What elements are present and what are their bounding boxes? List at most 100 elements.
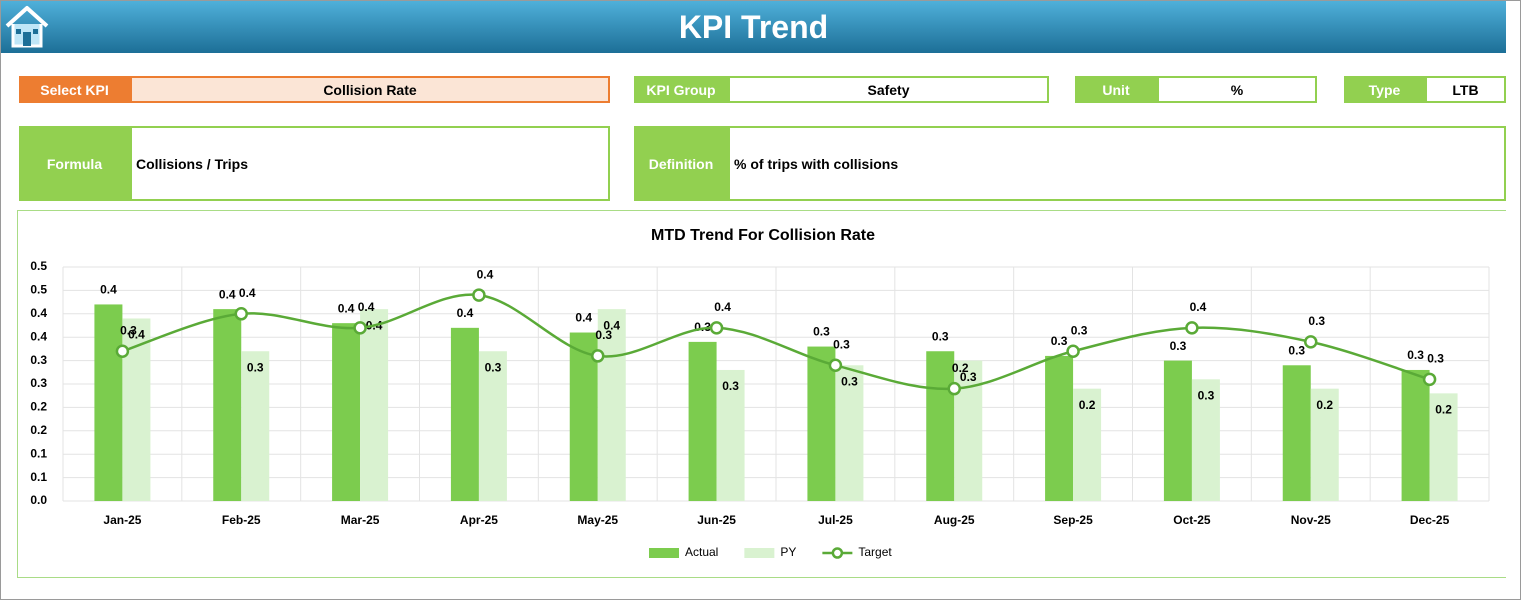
field-label: Select KPI (19, 76, 130, 103)
data-label: 0.3 (1427, 351, 1444, 365)
bar (807, 346, 836, 501)
bar (1163, 360, 1192, 501)
line-marker (1304, 335, 1318, 349)
data-label: 0.3 (960, 370, 977, 384)
line-marker (115, 344, 130, 358)
data-label: 0.4 (100, 283, 117, 297)
data-label: 0.3 (1198, 388, 1215, 402)
field-label: Formula (19, 126, 130, 201)
bar (1045, 355, 1074, 501)
bar (835, 365, 864, 501)
line-marker (353, 321, 367, 335)
data-label: 0.3 (1288, 343, 1305, 357)
field-value: LTB (1425, 76, 1506, 103)
x-tick-label: Aug-25 (934, 513, 975, 527)
page-title: KPI Trend (678, 9, 829, 45)
legend-swatch (744, 548, 775, 558)
line-marker (828, 358, 843, 373)
line-marker (947, 381, 961, 396)
x-tick-label: Jun-25 (697, 513, 736, 527)
home-icon[interactable] (3, 4, 51, 50)
bar (597, 309, 626, 501)
y-tick-label: 0.3 (30, 376, 47, 390)
x-tick-label: Mar-25 (341, 513, 380, 527)
data-label: 0.4 (219, 287, 236, 301)
legend-label: Target (858, 545, 892, 559)
chart-panel (17, 210, 1506, 578)
data-label: 0.2 (952, 361, 969, 375)
field-label: Definition (634, 126, 728, 201)
field-label: KPI Group (634, 76, 728, 103)
bar (1429, 393, 1458, 501)
bar (1191, 379, 1220, 501)
field-value: % (1157, 76, 1317, 103)
line-marker (1066, 344, 1080, 358)
x-tick-label: Feb-25 (222, 513, 261, 527)
field-value: Safety (728, 76, 1049, 103)
legend-swatch (831, 547, 844, 559)
data-label: 0.3 (841, 374, 858, 388)
y-tick-label: 0.4 (30, 329, 47, 343)
bar (716, 369, 745, 501)
data-label: 0.4 (477, 267, 494, 281)
y-tick-label: 0.2 (30, 423, 47, 437)
y-tick-label: 0.0 (30, 493, 47, 507)
data-label: 0.4 (603, 318, 620, 332)
x-tick-label: Sep-25 (1053, 513, 1093, 527)
bar (1401, 369, 1430, 501)
data-label: 0.4 (1190, 300, 1207, 314)
data-label: 0.3 (1071, 323, 1088, 337)
data-label: 0.4 (338, 301, 355, 315)
kpi-selector[interactable]: Collision Rate (130, 76, 610, 103)
bar (360, 309, 389, 501)
y-tick-label: 0.2 (30, 400, 47, 414)
bar (1282, 365, 1311, 501)
x-tick-label: Dec-25 (1410, 513, 1450, 527)
header-bar: KPI Trend (1, 1, 1506, 53)
data-label: 0.4 (714, 300, 731, 314)
data-label: 0.4 (457, 306, 474, 320)
y-tick-label: 0.1 (30, 470, 47, 484)
bar (1310, 388, 1339, 501)
data-label: 0.3 (485, 360, 502, 374)
data-label: 0.4 (128, 328, 145, 342)
data-label: 0.2 (1435, 403, 1452, 417)
legend-label: Actual (685, 545, 718, 559)
data-label: 0.3 (595, 328, 612, 342)
bar (213, 309, 242, 501)
bar (688, 341, 717, 501)
x-tick-label: Oct-25 (1173, 513, 1211, 527)
data-label: 0.3 (1407, 348, 1424, 362)
legend-label: PY (780, 545, 796, 559)
line-marker (1185, 321, 1199, 335)
field-value: % of trips with collisions (728, 126, 1506, 201)
x-tick-label: Nov-25 (1291, 513, 1331, 527)
bar (478, 351, 507, 501)
x-tick-label: Jul-25 (818, 513, 853, 527)
chart-title: MTD Trend For Collision Rate (651, 227, 875, 244)
field-value: Collisions / Trips (130, 126, 610, 201)
data-label: 0.3 (247, 360, 264, 374)
data-label: 0.2 (1079, 398, 1096, 412)
data-label: 0.3 (813, 325, 830, 339)
legend-swatch (649, 548, 679, 558)
x-tick-label: Apr-25 (460, 513, 498, 527)
data-label: 0.4 (575, 311, 592, 325)
field-label: Unit (1075, 76, 1157, 103)
data-label: 0.4 (239, 286, 256, 300)
y-tick-label: 0.5 (30, 259, 47, 273)
data-label: 0.3 (1051, 334, 1068, 348)
data-label: 0.3 (1170, 339, 1187, 353)
data-label: 0.4 (358, 300, 375, 314)
line-marker (591, 349, 605, 363)
y-tick-label: 0.5 (30, 283, 47, 297)
bar (241, 351, 270, 501)
bar (94, 304, 123, 501)
data-label: 0.2 (1316, 398, 1333, 412)
x-tick-label: May-25 (577, 513, 618, 527)
line-marker (472, 288, 486, 302)
bar (332, 323, 361, 501)
data-label: 0.3 (1308, 314, 1325, 328)
